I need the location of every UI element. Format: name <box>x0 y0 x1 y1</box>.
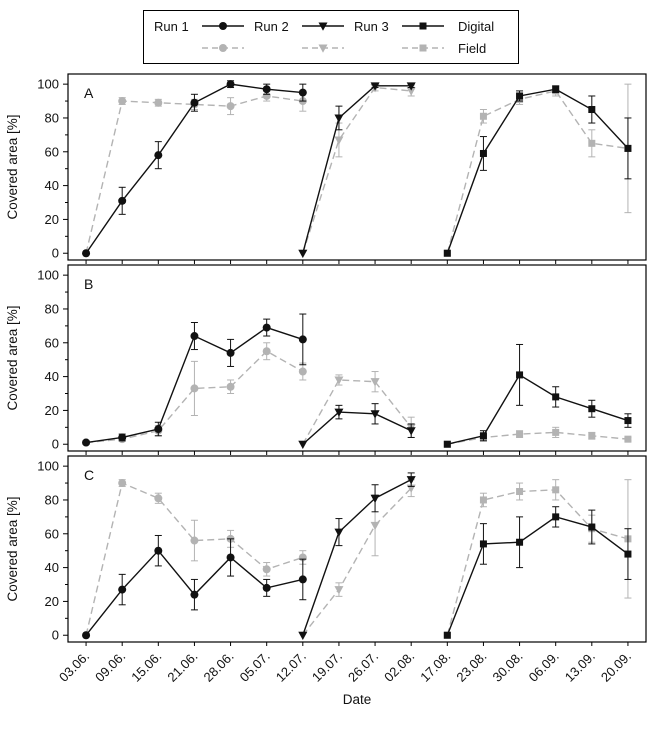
legend-run-label: Run 3 <box>354 18 389 34</box>
series-run-3-digital-panel-c <box>443 506 632 639</box>
legend-row-digital: Run 1 Run 2 Run 3 Digital <box>154 15 508 37</box>
x-axis-title: Date <box>342 692 372 707</box>
y-axis-title: Covered area [%] <box>5 114 20 219</box>
legend-symbol-square-digital <box>402 22 444 30</box>
legend-symbol-circle-field <box>202 44 244 52</box>
figure-page: Run 1 Run 2 Run 3 Digital Field 0 20 40 60 80 100… <box>0 10 662 754</box>
y-axis-title: Covered area [%] <box>5 496 20 601</box>
y-tick-label: 80 <box>45 110 59 125</box>
series-run-2-digital-panel-c <box>298 472 416 641</box>
x-tick-label: 17.08. <box>417 649 453 685</box>
legend-group-label: Field <box>458 40 487 56</box>
series-run-1-field-panel-c <box>82 479 307 640</box>
legend-row-field: Field <box>154 37 508 59</box>
y-tick-label: 0 <box>52 246 59 261</box>
legend-group-label: Digital <box>458 18 495 34</box>
x-tick-label: 19.07. <box>309 649 345 685</box>
legend-symbol-triangle-down-digital <box>302 22 344 31</box>
series-run-1-field-panel-a <box>82 90 307 258</box>
x-tick-label: 26.07. <box>345 649 381 685</box>
y-tick-label: 80 <box>45 301 59 316</box>
series-run-3-field-panel-b <box>443 426 632 448</box>
series-run-2-field-panel-c <box>298 479 416 641</box>
legend-run-label: Run 2 <box>254 18 289 34</box>
series-run-1-digital-panel-a <box>82 80 307 258</box>
y-tick-label: 40 <box>45 178 59 193</box>
series-run-2-field-panel-b <box>298 371 416 450</box>
y-tick-label: 60 <box>45 335 59 350</box>
y-tick-label: 20 <box>45 403 59 418</box>
x-tick-label: 05.07. <box>237 649 273 685</box>
y-tick-label: 100 <box>37 268 59 283</box>
series-run-3-digital-panel-b <box>443 343 632 448</box>
series-run-2-digital-panel-b <box>298 403 416 450</box>
x-tick-label: 03.06. <box>56 649 92 685</box>
legend-run-label: Run 1 <box>154 18 189 34</box>
x-tick-label: 12.07. <box>273 649 309 685</box>
panel-C-frame <box>67 455 647 643</box>
series-run-3-digital-panel-a <box>443 85 632 257</box>
chart-canvas: 0 20 40 60 80 100 A Covered area [%] 0 20 40 60 80 10… <box>5 73 647 685</box>
y-tick-label: 80 <box>45 492 59 507</box>
series-run-3-field-panel-a <box>443 83 632 257</box>
legend-symbol-square-field <box>402 44 444 52</box>
y-tick-label: 60 <box>45 526 59 541</box>
y-tick-label: 40 <box>45 560 59 575</box>
y-tick-label: 60 <box>45 144 59 159</box>
y-tick-label: 20 <box>45 212 59 227</box>
x-tick-label: 15.06. <box>128 649 164 685</box>
y-tick-label: 20 <box>45 594 59 609</box>
series-run-2-digital-panel-a <box>298 82 416 259</box>
y-tick-label: 0 <box>52 437 59 452</box>
legend: Run 1 Run 2 Run 3 Digital Field <box>143 10 519 64</box>
x-tick-label: 09.06. <box>92 649 128 685</box>
y-tick-label: 0 <box>52 628 59 643</box>
x-tick-label: 20.09. <box>598 649 634 685</box>
y-tick-label: 100 <box>37 459 59 474</box>
panel-A-frame <box>67 73 647 261</box>
x-tick-label: 28.06. <box>201 649 237 685</box>
y-axis-title: Covered area [%] <box>5 305 20 410</box>
x-tick-label: 06.09. <box>526 649 562 685</box>
x-tick-label: 30.08. <box>490 649 526 685</box>
panel-B-frame <box>67 264 647 452</box>
x-tick-label: 02.08. <box>381 649 417 685</box>
x-tick-label: 23.08. <box>453 649 489 685</box>
panel-label: B <box>84 276 93 292</box>
series-run-1-digital-panel-c <box>82 534 307 640</box>
y-tick-label: 40 <box>45 369 59 384</box>
panel-label: C <box>84 467 94 483</box>
legend-symbol-circle-digital <box>202 22 244 30</box>
series-run-2-field-panel-a <box>298 83 416 259</box>
series-run-3-field-panel-c <box>443 479 632 639</box>
y-tick-label: 100 <box>37 77 59 92</box>
series-run-1-field-panel-b <box>82 342 307 447</box>
legend-symbol-triangle-down-field <box>302 44 344 53</box>
x-tick-label: 21.06. <box>164 649 200 685</box>
series-run-1-digital-panel-b <box>82 313 307 447</box>
x-tick-label: 13.09. <box>562 649 598 685</box>
panel-label: A <box>84 85 94 101</box>
